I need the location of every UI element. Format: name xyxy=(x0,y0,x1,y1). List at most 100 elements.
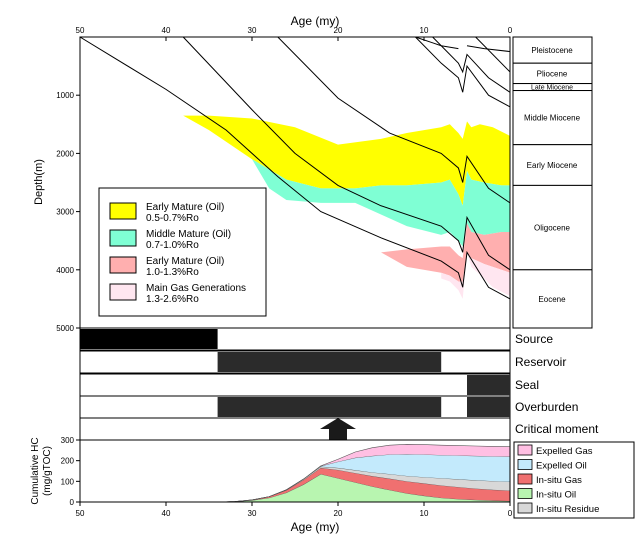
hc-x-tick-label-50: 50 xyxy=(76,509,85,518)
hc-axis-title-line2: (mg/gTOC) xyxy=(42,446,53,496)
events-panel: Source Reservoir Seal Overburden Critical mo… xyxy=(79,327,599,441)
maturity-zones xyxy=(183,115,510,299)
hc-y-axis-ticks: 0 100 200 300 xyxy=(61,436,80,507)
depth-tick-label-1000: 1000 xyxy=(56,91,74,100)
hc-area-edge-5 xyxy=(217,444,511,503)
strat-label-3: Late Miocene xyxy=(531,85,573,92)
hc-legend-swatch-5 xyxy=(517,502,533,514)
event-label-3: Seal xyxy=(515,378,539,392)
hc-legend-swatch-4 xyxy=(517,488,533,499)
event-row-3 xyxy=(79,373,511,397)
hc-legend-label-4: In-situ Oil xyxy=(536,490,576,501)
top-tick-label-40: 40 xyxy=(162,26,171,35)
event-bar-2-1 xyxy=(217,352,442,372)
top-axis-title: Age (my) xyxy=(291,14,340,28)
event-bar-3-1 xyxy=(467,375,510,395)
strat-label-4: Middle Miocene xyxy=(524,114,581,123)
legend-range-1: 0.5-0.7%Ro xyxy=(146,213,199,224)
burial-curve-4 xyxy=(415,36,511,108)
hc-legend-swatch-2 xyxy=(517,459,533,470)
depth-tick-label-5000: 5000 xyxy=(56,324,74,333)
burial-curve-6 xyxy=(415,36,459,50)
strat-label-5: Early Miocene xyxy=(527,161,578,170)
hc-plot-frame xyxy=(79,439,511,503)
hc-x-axis-ticks: 50 40 30 20 10 0 xyxy=(76,502,513,518)
hc-legend-frame xyxy=(513,441,635,519)
strat-label-2: Pliocene xyxy=(537,69,568,78)
hc-x-tick-label-10: 10 xyxy=(420,509,429,518)
event-label-2: Reservoir xyxy=(515,355,566,369)
depth-tick-label-2000: 2000 xyxy=(56,149,74,158)
strat-label-7: Eocene xyxy=(538,295,566,304)
legend-swatch-1 xyxy=(109,202,137,220)
legend-name-2: Middle Mature (Oil) xyxy=(146,229,231,240)
strat-unit-7 xyxy=(512,269,593,329)
stratigraphic-column: Pleistocene Pliocene Late Miocene Middle Mi… xyxy=(512,36,593,329)
burial-history-panel: Age (my) 50 40 30 20 10 0 1000 2000 3000 4000 500… xyxy=(33,14,593,333)
legend-swatch-4 xyxy=(109,283,137,301)
hc-x-tick-label-30: 30 xyxy=(248,509,257,518)
hc-x-tick-label-20: 20 xyxy=(334,509,343,518)
hc-area-3 xyxy=(217,466,510,502)
critical-moment-arrow xyxy=(320,418,356,440)
strat-unit-6 xyxy=(512,184,593,271)
maturity-zone-4 xyxy=(441,252,510,299)
hc-axis-title-line1: Cumulative HC xyxy=(30,437,41,504)
legend-swatch-2 xyxy=(109,229,137,247)
hc-area-4 xyxy=(217,454,510,502)
top-tick-label-20: 20 xyxy=(334,26,343,35)
hc-y-tick-label-100: 100 xyxy=(61,477,75,486)
depth-axis-title: Depth(m) xyxy=(33,159,45,205)
hc-legend-swatch-1 xyxy=(517,444,533,456)
legend-name-3: Early Mature (Oil) xyxy=(146,256,224,267)
top-tick-label-10: 10 xyxy=(420,26,429,35)
depth-tick-label-3000: 3000 xyxy=(56,208,74,217)
strat-label-6: Oligocene xyxy=(534,224,571,233)
burial-curve-8 xyxy=(475,36,511,73)
legend-swatch-3 xyxy=(109,256,137,274)
hc-legend-label-5: In-situ Residue xyxy=(536,504,599,515)
hc-axis-title: Cumulative HC (mg/gTOC) xyxy=(30,437,53,504)
legend-name-4: Main Gas Generations xyxy=(146,283,246,294)
hc-area-2 xyxy=(217,467,510,502)
depth-tick-label-4000: 4000 xyxy=(56,266,74,275)
bottom-axis-title: Age (my) xyxy=(291,520,340,534)
event-row-5 xyxy=(79,417,511,441)
event-bar-4-1 xyxy=(217,397,442,417)
hc-area-5 xyxy=(217,444,510,502)
event-label-4: Overburden xyxy=(515,400,578,414)
burial-curve-1 xyxy=(79,36,511,300)
maturity-zone-2 xyxy=(209,130,510,247)
burial-curve-3 xyxy=(277,36,511,204)
maturity-zone-3 xyxy=(355,223,510,282)
hc-legend-label-1: Expelled Gas xyxy=(536,446,593,457)
strat-unit-4 xyxy=(512,90,593,146)
event-bar-4-2 xyxy=(467,397,510,417)
top-tick-label-50: 50 xyxy=(76,26,85,35)
hc-legend-swatch-3 xyxy=(517,473,533,485)
hc-legend-label-3: In-situ Gas xyxy=(536,475,582,486)
hc-areas xyxy=(217,444,511,503)
hc-x-tick-label-40: 40 xyxy=(162,509,171,518)
legend-name-1: Early Mature (Oil) xyxy=(146,202,224,213)
hc-y-tick-label-200: 200 xyxy=(61,457,75,466)
event-label-1: Source xyxy=(515,332,553,346)
burial-horizons xyxy=(79,36,511,300)
top-tick-label-0: 0 xyxy=(508,26,513,35)
burial-curve-5 xyxy=(432,36,511,93)
hc-x-tick-label-0: 0 xyxy=(508,509,513,518)
depth-axis-ticks: 1000 2000 3000 4000 5000 xyxy=(56,91,80,333)
strat-label-1: Pleistocene xyxy=(531,46,573,55)
burial-curve-2 xyxy=(182,36,511,271)
hc-legend: Expelled Gas Expelled Oil In-situ Gas In-si… xyxy=(513,441,635,519)
hc-legend-label-2: Expelled Oil xyxy=(536,461,587,472)
maturity-zone-1 xyxy=(183,115,510,206)
event-bar-1-1 xyxy=(80,329,218,349)
legend-range-2: 0.7-1.0%Ro xyxy=(146,240,199,251)
top-tick-label-30: 30 xyxy=(248,26,257,35)
legend-range-4: 1.3-2.6%Ro xyxy=(146,294,199,305)
cumulative-hc-panel: 50 40 30 20 10 0 0 100 200 300 Age (my) Cumulati… xyxy=(30,436,635,534)
hc-y-tick-label-300: 300 xyxy=(61,436,75,445)
